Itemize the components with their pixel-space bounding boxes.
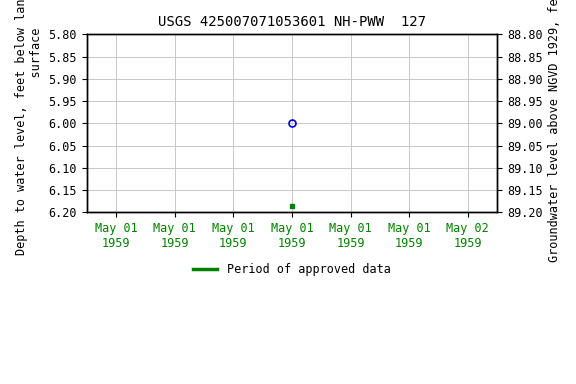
- Legend: Period of approved data: Period of approved data: [189, 259, 395, 281]
- Y-axis label: Depth to water level, feet below land
                    surface: Depth to water level, feet below land su…: [15, 0, 43, 255]
- Title: USGS 425007071053601 NH-PWW  127: USGS 425007071053601 NH-PWW 127: [158, 15, 426, 29]
- Y-axis label: Groundwater level above NGVD 1929, feet: Groundwater level above NGVD 1929, feet: [548, 0, 561, 262]
